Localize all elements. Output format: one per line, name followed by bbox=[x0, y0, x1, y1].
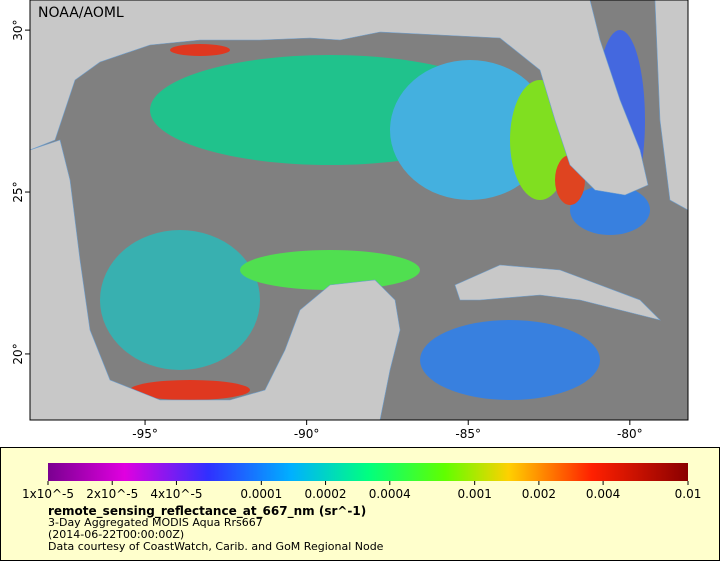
colorbar-tick-label: 2x10^-5 bbox=[86, 487, 138, 501]
colorbar-tick-label: 0.0004 bbox=[369, 487, 411, 501]
colorbar-tick-label: 0.0001 bbox=[240, 487, 282, 501]
legend-line: 3-Day Aggregated MODIS Aqua Rrs667 bbox=[48, 516, 263, 529]
colorbar bbox=[48, 463, 688, 481]
lon-tick-label: -95° bbox=[132, 427, 158, 441]
legend-line: Data courtesy of CoastWatch, Carib. and … bbox=[48, 540, 384, 553]
map-title: NOAA/AOML bbox=[38, 5, 124, 21]
colorbar-tick-label: 0.01 bbox=[675, 487, 702, 501]
lon-tick-label: -85° bbox=[455, 427, 481, 441]
colorbar-tick-label: 0.004 bbox=[586, 487, 620, 501]
lat-tick-label: 25° bbox=[11, 181, 25, 202]
lat-tick-label: 30° bbox=[11, 19, 25, 40]
colorbar-tick-label: 0.0002 bbox=[305, 487, 347, 501]
colorbar-tick-label: 1x10^-5 bbox=[22, 487, 74, 501]
lon-tick-label: -80° bbox=[617, 427, 643, 441]
colorbar-tick-label: 0.002 bbox=[522, 487, 556, 501]
legend-title: remote_sensing_reflectance_at_667_nm (sr… bbox=[48, 504, 366, 519]
map-frame bbox=[29, 0, 689, 421]
lat-tick-label: 20° bbox=[11, 343, 25, 364]
lon-tick-label: -90° bbox=[294, 427, 320, 441]
colorbar-tick-label: 4x10^-5 bbox=[150, 487, 202, 501]
legend-line: (2014-06-22T00:00:00Z) bbox=[48, 528, 184, 541]
colorbar-tick-label: 0.001 bbox=[457, 487, 491, 501]
land bbox=[29, 0, 689, 421]
